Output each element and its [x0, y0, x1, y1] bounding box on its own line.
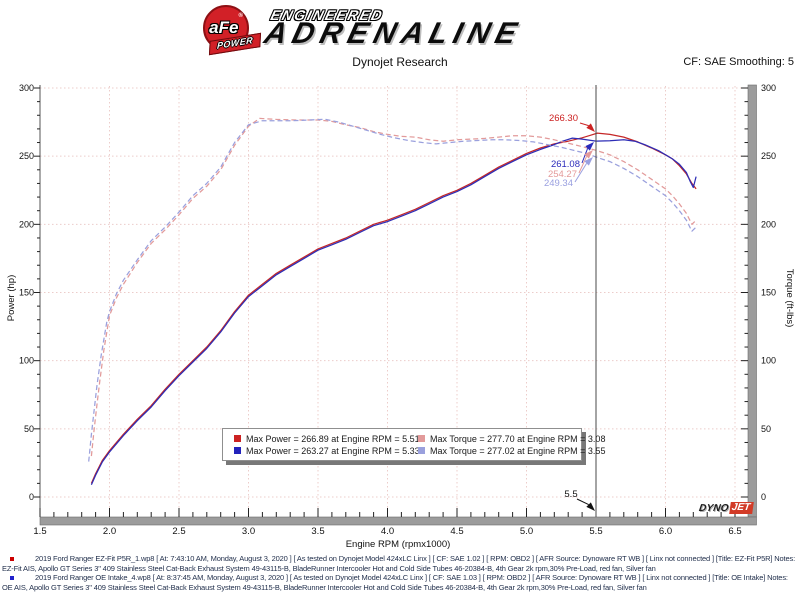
- afe-power-logo: aFe ® POWER ENGINEERED ADRENALINE: [197, 3, 597, 56]
- run-text: 2019 Ford Ranger OE Intake_4.wp8 [ At: 8…: [2, 573, 788, 592]
- curves: [88, 117, 697, 485]
- legend-item-max-torque-ezfit: Max Torque = 277.70 at Engine RPM = 3.08: [418, 434, 605, 444]
- x-tick-label: 1.5: [33, 526, 46, 537]
- readout-value: 254.27: [548, 169, 577, 180]
- readout-value: 261.08: [551, 159, 580, 170]
- cursor-arrow-icon: [586, 502, 595, 511]
- dynojet-logo: DYNO JET: [698, 502, 754, 514]
- page-title: Dynojet Research: [352, 55, 448, 69]
- y-left-tick-label: 300: [19, 83, 34, 93]
- chart-legend: Max Power = 266.89 at Engine RPM = 5.51 …: [222, 428, 605, 461]
- readout-arrow-icon: [584, 150, 593, 159]
- right-axis-title: Torque (ft-lbs): [784, 269, 795, 328]
- run-bullet-blue-icon: [10, 576, 14, 581]
- legend-marker-red-icon: [234, 435, 241, 442]
- cursor: 5.5: [564, 85, 597, 517]
- run-descriptions: 2019 Ford Ranger EZ-Fit P5R_1.wp8 [ At: …: [2, 554, 796, 592]
- y-right-tick-label: 150: [761, 288, 776, 298]
- readout-arrow-icon: [585, 142, 594, 151]
- y-left-tick-label: 0: [29, 492, 34, 502]
- y-left-tick-label: 250: [19, 151, 34, 161]
- brand-line-adrenaline: ADRENALINE: [261, 17, 526, 50]
- x-axis-title: Engine RPM (rpmx1000): [346, 539, 451, 550]
- x-tick-label: 5.0: [520, 526, 533, 537]
- run-entry-oe: 2019 Ford Ranger OE Intake_4.wp8 [ At: 8…: [2, 573, 796, 592]
- legend-label: Max Torque = 277.70 at Engine RPM = 3.08: [430, 433, 606, 444]
- y-left-tick-label: 200: [19, 219, 34, 229]
- readout-arrow-icon: [584, 157, 593, 166]
- legend-item-max-torque-oe: Max Torque = 277.02 at Engine RPM = 3.55: [418, 446, 605, 456]
- afe-badge-text: aFe: [209, 18, 239, 37]
- curve-oe-intake-torque: [88, 118, 697, 462]
- x-tick-label: 3.0: [242, 526, 255, 537]
- legend-marker-blue-icon: [234, 447, 241, 454]
- x-tick-label: 2.5: [172, 526, 185, 537]
- y-right-tick-label: 200: [761, 219, 776, 229]
- y-right-tick-label: 100: [761, 356, 776, 366]
- axes: 0 0 50 50 100 100 150 150 200 200 250 250 300 300 1.5 2…: [6, 83, 795, 550]
- x-tick-label: 6.0: [659, 526, 672, 537]
- curve-oe-intake-power: [90, 137, 697, 485]
- y-right-tick-label: 250: [761, 151, 776, 161]
- y-left-tick-label: 100: [19, 356, 34, 366]
- left-axis-title: Power (hp): [6, 275, 17, 321]
- legend-marker-violet-icon: [418, 447, 425, 454]
- y-left-tick-label: 50: [24, 424, 34, 434]
- y-right-tick-label: 300: [761, 83, 776, 93]
- y-right-tick-label: 0: [761, 492, 766, 502]
- legend-marker-salmon-icon: [418, 435, 425, 442]
- cursor-rpm-label: 5.5: [564, 489, 577, 500]
- readout-arrow-icon: [586, 123, 595, 132]
- legend-label: Max Power = 266.89 at Engine RPM = 5.51: [246, 433, 420, 444]
- dynojet-logo-jet: JET: [728, 502, 754, 514]
- y-left-tick-label: 150: [19, 288, 34, 298]
- x-tick-label: 6.5: [728, 526, 741, 537]
- legend-item-max-power-oe: Max Power = 263.27 at Engine RPM = 5.33: [234, 445, 420, 456]
- x-tick-label: 4.0: [381, 526, 394, 537]
- bottom-axis-bar: [39, 516, 757, 526]
- run-entry-ezfit: 2019 Ford Ranger EZ-Fit P5R_1.wp8 [ At: …: [2, 554, 796, 573]
- smoothing-setting: CF: SAE Smoothing: 5: [683, 56, 794, 68]
- legend-label: Max Power = 263.27 at Engine RPM = 5.33: [246, 445, 420, 456]
- run-bullet-red-icon: [10, 557, 14, 561]
- curve-ez-fit-p5r-power: [90, 132, 697, 484]
- x-tick-label: 4.5: [450, 526, 463, 537]
- x-tick-label: 3.5: [311, 526, 324, 537]
- registered-mark: ®: [238, 13, 243, 19]
- x-tick-label: 2.0: [103, 526, 116, 537]
- legend-label: Max Torque = 277.02 at Engine RPM = 3.55: [430, 445, 606, 456]
- legend-item-max-power-ezfit: Max Power = 266.89 at Engine RPM = 5.51: [234, 433, 420, 444]
- readout-value: 249.34: [544, 178, 573, 189]
- curve-ez-fit-p5r-torque: [90, 117, 697, 457]
- readout-value: 266.30: [549, 113, 578, 124]
- x-tick-label: 5.5: [589, 526, 602, 537]
- y-right-tick-label: 50: [761, 424, 771, 434]
- run-text: 2019 Ford Ranger EZ-Fit P5R_1.wp8 [ At: …: [2, 554, 796, 573]
- right-axis-bar: [747, 84, 757, 518]
- dynojet-logo-dyno: DYNO: [698, 502, 730, 514]
